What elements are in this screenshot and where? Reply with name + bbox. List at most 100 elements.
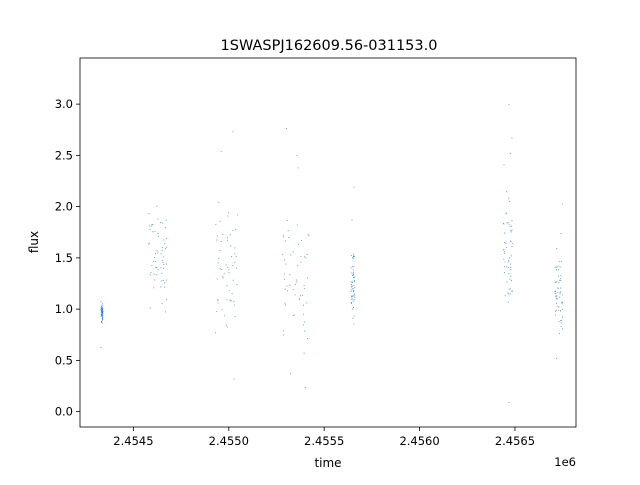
y-tick-label: 1.0 — [55, 302, 73, 316]
x-axis: 2.4545 2.4550 2.4555 2.4560 2.4565 — [113, 427, 535, 448]
data-point — [352, 256, 354, 258]
data-point — [150, 225, 152, 227]
data-point — [151, 223, 153, 226]
data-point — [353, 315, 355, 317]
data-point — [556, 295, 558, 297]
data-point — [507, 301, 509, 303]
data-point — [508, 223, 510, 225]
data-point — [558, 261, 560, 263]
data-point — [303, 321, 306, 323]
data-point — [304, 386, 306, 389]
data-point — [352, 300, 354, 302]
data-point — [229, 299, 231, 301]
data-point — [504, 295, 506, 297]
data-point — [294, 283, 296, 285]
data-point — [555, 266, 557, 268]
data-point — [353, 293, 356, 295]
data-point — [561, 302, 563, 304]
data-point — [350, 295, 352, 297]
data-point — [297, 265, 299, 267]
data-points — [100, 103, 564, 404]
data-point — [219, 220, 221, 222]
data-point — [511, 291, 513, 293]
data-point — [510, 231, 512, 233]
data-point — [216, 278, 218, 280]
data-point — [217, 299, 219, 301]
data-point — [232, 230, 234, 232]
data-point — [157, 232, 159, 235]
data-point — [154, 230, 156, 232]
data-point — [352, 281, 354, 283]
data-point — [558, 275, 560, 277]
data-point — [286, 285, 288, 287]
data-point — [285, 263, 287, 265]
data-point — [503, 258, 505, 260]
data-point — [161, 249, 163, 251]
data-point — [300, 261, 302, 263]
data-point — [558, 306, 560, 308]
data-point — [285, 128, 287, 130]
data-point — [217, 298, 219, 300]
data-point — [308, 235, 310, 237]
data-point — [511, 229, 513, 231]
data-point — [216, 235, 218, 237]
data-point — [556, 357, 558, 359]
data-point — [282, 330, 284, 332]
data-point — [508, 288, 510, 291]
data-point — [510, 230, 512, 232]
data-point — [352, 307, 355, 309]
data-point — [561, 316, 564, 318]
data-point — [507, 222, 509, 224]
data-point — [218, 201, 220, 203]
data-point — [561, 203, 563, 205]
data-point — [506, 266, 508, 268]
data-point — [508, 259, 510, 261]
data-point — [298, 299, 300, 301]
data-point — [233, 378, 235, 380]
data-point — [352, 269, 354, 271]
data-point — [218, 258, 220, 260]
data-point — [217, 262, 219, 264]
data-point — [100, 309, 102, 311]
data-point — [283, 278, 285, 280]
data-point — [307, 233, 309, 235]
data-point — [215, 224, 217, 226]
data-point — [100, 321, 102, 323]
data-point — [157, 268, 159, 271]
data-point — [286, 219, 288, 222]
data-point — [102, 316, 104, 318]
data-point — [302, 313, 304, 315]
data-point — [296, 281, 298, 283]
data-point — [234, 253, 236, 255]
data-point — [305, 257, 307, 259]
data-point — [149, 228, 151, 230]
data-point — [222, 233, 224, 236]
data-point — [102, 306, 104, 308]
data-point — [509, 153, 511, 155]
data-point — [503, 249, 505, 251]
data-point — [102, 312, 104, 314]
data-point — [156, 266, 158, 269]
plot-frame — [79, 57, 577, 428]
data-point — [216, 239, 218, 241]
data-point — [353, 266, 355, 268]
data-point — [100, 315, 103, 317]
data-point — [556, 269, 558, 271]
data-point — [506, 281, 508, 283]
data-point — [101, 309, 103, 311]
data-point — [556, 298, 558, 300]
data-point — [165, 219, 167, 221]
data-point — [301, 294, 303, 297]
data-point — [160, 222, 162, 224]
data-point — [237, 214, 239, 216]
data-point — [152, 231, 154, 233]
data-point — [149, 307, 151, 309]
data-point — [506, 222, 508, 224]
data-point — [511, 219, 513, 222]
data-point — [351, 296, 353, 298]
data-point — [166, 279, 168, 281]
data-point — [299, 297, 301, 300]
data-point — [306, 254, 308, 256]
data-point — [232, 264, 234, 267]
data-point — [233, 300, 235, 302]
